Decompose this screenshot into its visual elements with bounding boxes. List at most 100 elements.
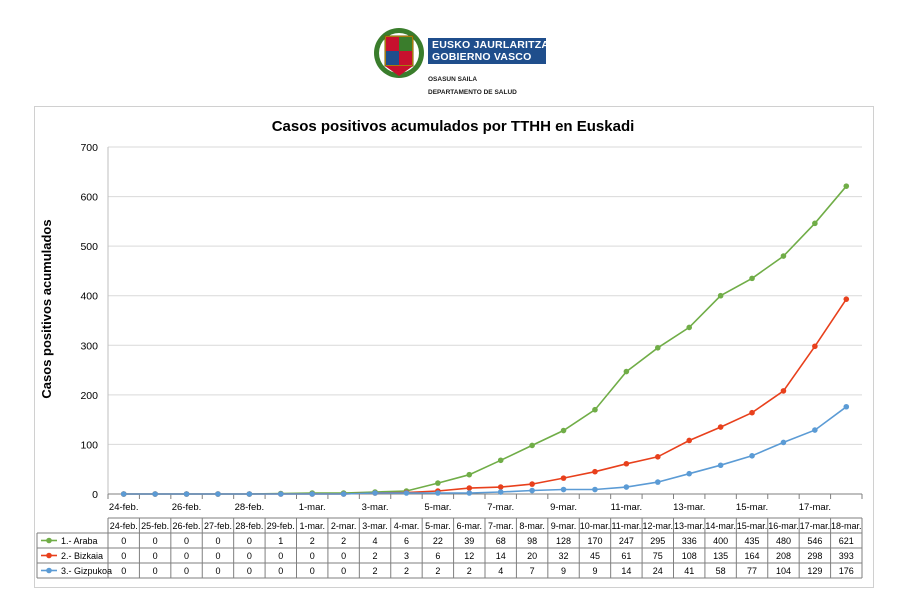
y-tick-labels: 0 100 200 300 400 500 600 700: [80, 142, 98, 501]
x-tick-label: 9-mar.: [550, 502, 577, 513]
table-value-cell: 98: [527, 536, 537, 546]
table-value-cell: 129: [807, 566, 822, 576]
table-value-cell: 164: [745, 551, 760, 561]
series-lines: [120, 183, 850, 497]
table-value-cell: 2: [467, 566, 472, 576]
table-value-cell: 0: [153, 551, 158, 561]
y-tick-label: 300: [80, 340, 98, 352]
table-value-cell: 9: [592, 566, 597, 576]
table-value-cell: 108: [682, 551, 697, 561]
series-3-point: [780, 439, 787, 446]
series-1-point: [843, 183, 850, 189]
table-value-cell: 2: [373, 566, 378, 576]
series-3-line: [123, 406, 847, 495]
table-value-cell: 0: [184, 566, 189, 576]
table-value-cell: 0: [121, 551, 126, 561]
x-tick-label: 15-mar.: [736, 502, 768, 513]
table-value-cell: 68: [496, 536, 506, 546]
basque-government-shield-icon: [374, 28, 424, 78]
table-value-cell: 128: [556, 536, 571, 546]
series-1-point: [466, 471, 473, 478]
series-1-point: [623, 368, 630, 375]
table-value-cell: 621: [839, 536, 854, 546]
chart-frame: Casos positivos acumulados por TTHH en E…: [34, 106, 874, 588]
table-value-cell: 176: [839, 566, 854, 576]
y-tick-label: 0: [92, 489, 98, 501]
table-value-cell: 104: [776, 566, 791, 576]
table-value-cell: 75: [653, 551, 663, 561]
table-header-cell: 8-mar.: [519, 521, 545, 531]
table-header-cell: 9-mar.: [551, 521, 577, 531]
department-label-basque: OSASUN SAILA: [428, 76, 478, 83]
table-value-cell: 3: [404, 551, 409, 561]
table-value-cell: 170: [587, 536, 602, 546]
series-2-point: [466, 485, 473, 491]
table-header-cell: 7-mar.: [488, 521, 514, 531]
table-value-cell: 1: [278, 536, 283, 546]
table-value-cell: 247: [619, 536, 634, 546]
x-tick-label: 3-mar.: [362, 502, 389, 513]
table-header-cell: 26-feb.: [173, 521, 201, 531]
series-3-legend-label: 3.- Gizpukoa: [61, 566, 112, 576]
table-value-cell: 0: [310, 551, 315, 561]
table-header-cell: 1-mar.: [299, 521, 325, 531]
series-3-point: [812, 427, 818, 433]
table-header-cell: 15-mar.: [737, 521, 768, 531]
series-3-point: [372, 490, 378, 496]
series-2-point: [843, 296, 850, 302]
series-2-point: [717, 424, 724, 430]
table-value-cell: 0: [121, 536, 126, 546]
table-value-cell: 12: [464, 551, 474, 561]
x-tick-label: 28-feb.: [235, 502, 265, 513]
series-2-point: [592, 468, 598, 475]
series-2-point: [686, 437, 693, 444]
table-header-cell: 29-feb.: [267, 521, 295, 531]
series-3-point: [466, 490, 473, 496]
series-3-point: [183, 491, 190, 497]
table-value-cell: 400: [713, 536, 728, 546]
series-1-point: [560, 427, 567, 434]
table-header-cell: 16-mar.: [768, 521, 799, 531]
table-value-cell: 546: [807, 536, 822, 546]
series-3-point: [120, 491, 127, 497]
table-header-cell: 27-feb.: [204, 521, 232, 531]
series-2-point: [812, 343, 818, 350]
table-value-cell: 0: [184, 536, 189, 546]
x-tick-label: 7-mar.: [487, 502, 514, 513]
series-2-point: [560, 475, 567, 481]
table-value-cell: 336: [682, 536, 697, 546]
table-value-cell: 0: [184, 551, 189, 561]
y-tick-label: 500: [80, 241, 98, 253]
table-value-cell: 0: [215, 536, 220, 546]
series-3-point: [592, 486, 598, 493]
table-value-cell: 0: [121, 566, 126, 576]
x-tick-label: 1-mar.: [299, 502, 326, 513]
table-value-cell: 135: [713, 551, 728, 561]
series-3-point: [277, 491, 284, 497]
table-value-cell: 6: [404, 536, 409, 546]
series-2-legend-label: 2.- Bizkaia: [61, 551, 103, 561]
series-2-point: [749, 409, 755, 416]
table-header-cell: 14-mar.: [705, 521, 736, 531]
series-2-point: [497, 484, 504, 490]
table-value-cell: 2: [341, 536, 346, 546]
y-tick-label: 100: [80, 439, 98, 451]
department-label-spanish: DEPARTAMENTO DE SALUD: [428, 89, 517, 96]
table-header-cell: 11-mar.: [611, 521, 641, 531]
table-header-cell: 13-mar.: [674, 521, 705, 531]
series-1-point: [686, 324, 693, 331]
series-3-point: [435, 490, 441, 496]
table-value-cell: 7: [530, 566, 535, 576]
table-value-cell: 2: [310, 536, 315, 546]
table-value-cell: 2: [373, 551, 378, 561]
table-value-cell: 0: [153, 566, 158, 576]
series-3-point: [497, 489, 504, 495]
logo-band: EUSKO JAURLARITZA GOBIERNO VASCO: [428, 38, 549, 64]
x-tick-label: 13-mar.: [673, 502, 705, 513]
table-value-cell: 39: [464, 536, 474, 546]
x-tick-label: 26-feb.: [172, 502, 202, 513]
table-header-cell: 28-feb.: [235, 521, 263, 531]
series-1-point: [592, 406, 598, 413]
series-2-point: [529, 481, 535, 487]
table-value-cell: 0: [215, 566, 220, 576]
